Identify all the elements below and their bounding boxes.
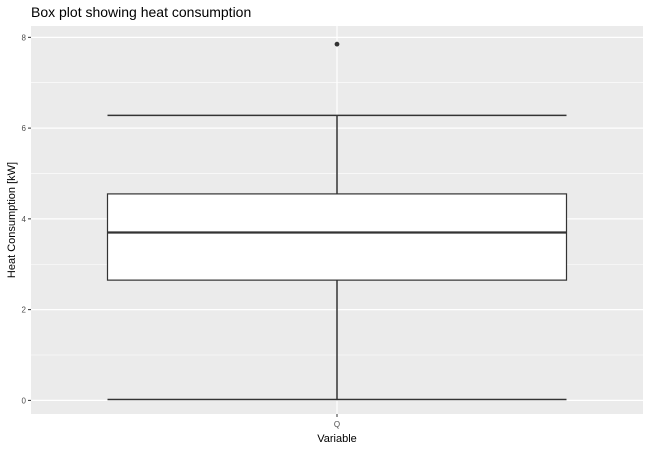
y-tick-label: 4 bbox=[22, 215, 27, 224]
y-axis-title: Heat Consumption [kW] bbox=[6, 162, 18, 278]
axis-layer: 0 2 4 6 8 Q bbox=[22, 33, 341, 429]
y-tick-label: 6 bbox=[22, 124, 27, 133]
chart-title: Box plot showing heat consumption bbox=[31, 4, 252, 20]
x-axis-title: Variable bbox=[317, 433, 357, 445]
x-tick-label: Q bbox=[334, 420, 340, 429]
box-layer bbox=[106, 41, 568, 401]
y-tick-label: 0 bbox=[22, 396, 27, 405]
box-iqr bbox=[106, 193, 568, 281]
outlier-point bbox=[334, 41, 340, 47]
y-tick-label: 8 bbox=[22, 33, 27, 42]
y-tick-label: 2 bbox=[22, 306, 27, 315]
